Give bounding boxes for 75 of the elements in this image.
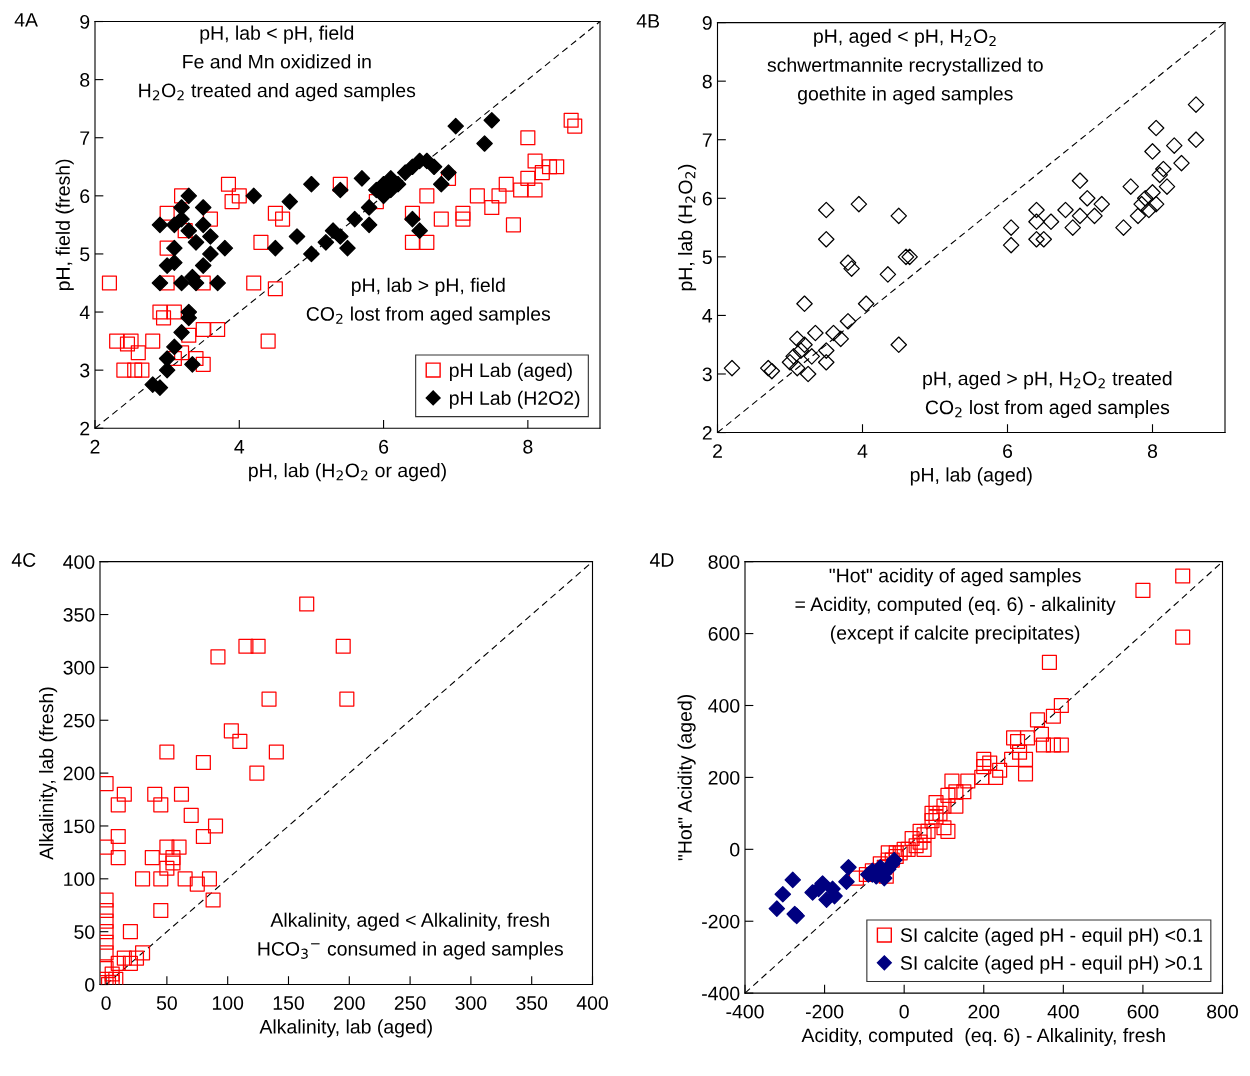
x-tick-label: 800 xyxy=(1207,1004,1238,1019)
x-tick-label: 6 xyxy=(1003,444,1013,458)
x-tick-label: 0 xyxy=(899,1004,909,1019)
x-tick-label: 50 xyxy=(156,996,177,1010)
text: pH, lab < pH, field Fe and Mn oxidized in H$_{2}$O$_{2}$ treated and aged samples xyxy=(139,25,416,102)
y-axis-title: pH, field (fresh) xyxy=(55,159,74,291)
x-axis-title: Acidity, computed (eq. 6) - Alkalinity, fresh xyxy=(801,1027,1165,1047)
y-tick-label: 4 xyxy=(79,305,90,320)
x-tick-label: 150 xyxy=(273,996,304,1010)
x-tick-label: 200 xyxy=(968,1004,1000,1019)
y-tick-label: 5 xyxy=(80,247,90,262)
y-tick-label: 350 xyxy=(63,608,95,622)
legend-label: pH Lab (aged) xyxy=(449,362,572,381)
y-tick-label: 6 xyxy=(702,191,712,206)
x-tick-label: -200 xyxy=(805,1004,844,1019)
y-tick-label: 400 xyxy=(708,698,740,713)
legend-label: pH Lab (H2O2) xyxy=(449,390,580,409)
x-axis-title: pH, lab (H$_{2}$O$_{2}$ or aged) xyxy=(249,463,446,482)
y-tick-label: 300 xyxy=(63,660,95,675)
y-tick-label: 7 xyxy=(80,131,90,145)
y-tick-label: 4 xyxy=(702,309,713,323)
x-axis-title: Alkalinity, lab (aged) xyxy=(259,1019,432,1038)
y-tick-label: 400 xyxy=(63,555,95,569)
x-tick-label: 400 xyxy=(1047,1004,1079,1019)
y-tick-label: 150 xyxy=(64,819,95,834)
annotation: Alkalinity, aged < Alkalinity, fresh HCO$_{3}$$^{−}$ consumed in aged samples xyxy=(258,912,563,960)
x-tick-label: 8 xyxy=(523,439,533,454)
annotation: pH, lab > pH, field CO$_{2}$ lost from aged samples xyxy=(306,277,551,325)
x-tick-label: 100 xyxy=(212,996,244,1010)
y-tick-label: 6 xyxy=(80,189,90,204)
x-tick-label: 300 xyxy=(455,996,487,1010)
y-tick-label: 100 xyxy=(64,872,95,887)
text: 4B xyxy=(636,14,660,28)
x-tick-label: 0 xyxy=(101,996,111,1010)
y-tick-label: 8 xyxy=(80,73,90,87)
legend-label: SI calcite (aged pH - equil pH) >0.1 xyxy=(900,955,1203,974)
y-axis-title: pH, lab (H$_{2}$O$_{2}$) xyxy=(677,164,697,291)
y-tick-label: 8 xyxy=(702,74,712,89)
y-tick-label: 3 xyxy=(702,367,712,382)
y-tick-label: 2 xyxy=(702,426,712,440)
annotation: pH, aged < pH, H$_{2}$O$_{2}$ schwertmannite recrystallized to goethite in aged samples xyxy=(767,28,1043,105)
text: 4D xyxy=(649,553,674,567)
y-tick-label: 9 xyxy=(702,16,712,30)
y-tick-label: 5 xyxy=(702,250,712,265)
y-tick-label: 600 xyxy=(708,627,740,641)
y-tick-label: 3 xyxy=(80,363,90,378)
x-tick-label: 400 xyxy=(576,996,608,1010)
x-tick-label: -400 xyxy=(726,1004,764,1019)
y-tick-label: 0 xyxy=(85,978,95,992)
y-tick-label: 800 xyxy=(708,555,740,569)
x-tick-label: 200 xyxy=(334,996,365,1010)
y-tick-label: -200 xyxy=(702,914,740,929)
y-tick-label: 2 xyxy=(80,421,90,436)
y-tick-label: 0 xyxy=(730,842,740,857)
text: 4C xyxy=(11,553,36,567)
x-tick-label: 350 xyxy=(516,996,548,1010)
x-tick-label: 250 xyxy=(394,996,426,1010)
x-tick-label: 4 xyxy=(234,440,245,454)
y-tick-label: 200 xyxy=(708,770,740,785)
x-axis-title: pH, lab (aged) xyxy=(910,467,1032,486)
x-tick-label: 600 xyxy=(1127,1004,1159,1019)
x-tick-label: 4 xyxy=(857,444,868,458)
y-tick-label: 50 xyxy=(74,925,95,939)
annotation: "Hot" acidity of aged samples = Acidity, computed (eq. 6) - alkalinity (except if calcite precipitates) xyxy=(795,568,1116,644)
y-tick-label: 7 xyxy=(702,133,712,147)
y-axis-title: "Hot" Acidity (aged) xyxy=(677,694,696,861)
x-tick-label: 6 xyxy=(379,439,389,454)
text: 4A xyxy=(14,13,38,27)
y-tick-label: 200 xyxy=(63,766,95,781)
y-tick-label: 250 xyxy=(63,713,95,728)
x-tick-label: 8 xyxy=(1147,444,1158,458)
y-tick-label: 9 xyxy=(80,14,90,29)
text: pH, aged > pH, H$_{2}$O$_{2}$ treated CO$_{2}$ lost from aged samples xyxy=(923,371,1172,419)
legend-label: SI calcite (aged pH - equil pH) <0.1 xyxy=(900,927,1203,946)
y-axis-title: Alkalinity, lab (fresh) xyxy=(39,687,58,860)
